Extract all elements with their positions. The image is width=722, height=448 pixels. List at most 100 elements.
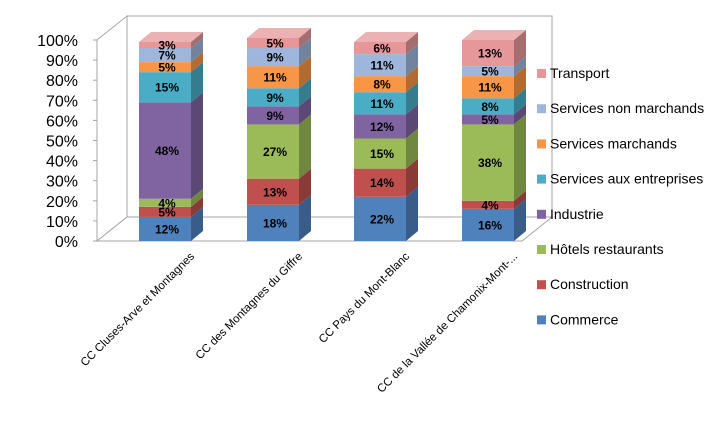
bar-top: [354, 32, 418, 43]
bar-front: [247, 124, 299, 179]
bar-side: [191, 196, 203, 217]
bar-segment: 13%: [247, 168, 311, 205]
y-tick-label: 30%: [46, 174, 78, 191]
bar-front: [354, 138, 406, 169]
bar-stack: 18%13%27%9%9%11%9%5%: [247, 27, 311, 241]
data-label: 9%: [266, 51, 284, 65]
data-label: 11%: [370, 97, 394, 111]
legend-swatch: [537, 315, 546, 325]
bar-front: [354, 76, 406, 93]
data-label: 12%: [370, 120, 394, 134]
bar-side: [191, 38, 203, 63]
bar-side: [406, 66, 418, 93]
data-label: 11%: [478, 81, 502, 95]
data-label: 15%: [155, 81, 179, 95]
y-tick-label: 80%: [46, 73, 78, 90]
bar-segment: 8%: [354, 66, 418, 93]
legend-item: Services marchands: [537, 135, 677, 151]
bar-segment: 5%: [247, 27, 311, 51]
bar-side: [514, 104, 526, 125]
legend-swatch: [537, 69, 546, 78]
bar-segment: 3%: [139, 32, 203, 53]
bar-side: [406, 186, 418, 241]
bar-front: [139, 62, 191, 73]
data-label: 13%: [478, 47, 502, 61]
legend-item: Transport: [537, 65, 610, 81]
bar-front: [247, 66, 299, 89]
bar-side: [514, 88, 526, 115]
bar-stack: 12%5%4%48%15%5%7%3%: [139, 32, 203, 241]
bar-side: [191, 32, 203, 49]
bar-segment: 6%: [354, 32, 418, 56]
legend-label: Services aux entreprises: [550, 171, 703, 187]
bar-side: [514, 198, 526, 241]
bar-front: [462, 98, 514, 115]
bar-segment: 15%: [139, 62, 203, 103]
bar-segment: 11%: [247, 56, 311, 89]
bar-side: [406, 158, 418, 197]
legend-label: Transport: [550, 65, 610, 81]
data-label: 15%: [370, 147, 394, 161]
legend-item: Commerce: [537, 311, 619, 327]
bar-segment: 14%: [354, 158, 418, 197]
bar-segment: 12%: [354, 104, 418, 139]
bar-side: [406, 32, 418, 55]
data-label: 16%: [478, 218, 502, 232]
bar-front: [354, 196, 406, 241]
side-wall: [96, 14, 128, 243]
bar-side: [299, 27, 311, 49]
bar-segment: 22%: [354, 186, 418, 241]
legend-swatch: [537, 209, 546, 219]
bar-segment: 9%: [247, 96, 311, 125]
data-label: 9%: [266, 91, 284, 105]
bar-segment: 5%: [462, 104, 526, 127]
data-label: 7%: [158, 49, 176, 63]
bar-segment: 4%: [462, 190, 526, 212]
bar-side: [299, 96, 311, 125]
data-label: 5%: [158, 61, 176, 75]
bar-segment: 5%: [462, 56, 526, 79]
data-label: 22%: [370, 212, 394, 226]
bar-front: [354, 54, 406, 77]
bar-side: [191, 92, 203, 199]
y-tick-label: 50%: [46, 134, 78, 151]
bar-front: [462, 200, 514, 209]
bar-front: [462, 40, 514, 67]
x-category-label: CC Cluses-Arve et Montagnes: [79, 250, 197, 368]
bar-side: [514, 190, 526, 209]
legend-item: Hôtels restaurants: [537, 241, 664, 257]
data-label: 11%: [263, 71, 287, 85]
legend-item: Services non marchands: [537, 100, 704, 116]
bar-stack: 22% 14% 15% 12% 11% 8% 11% 6%: [354, 32, 418, 241]
bar-front: [247, 88, 299, 107]
data-label: 27%: [263, 145, 287, 159]
bar-segment: 7%: [139, 38, 203, 63]
bar-front: [354, 114, 406, 139]
bar-side: [299, 56, 311, 89]
bar-front: [139, 48, 191, 63]
data-label: 4%: [481, 198, 499, 212]
legend-swatch: [537, 104, 546, 114]
x-category-label: CC Pays du Mont-Blanc: [317, 250, 412, 345]
bar-front: [247, 204, 299, 241]
bar-front: [462, 76, 514, 99]
bar-front: [139, 206, 191, 217]
bar-segment: 5%: [139, 196, 203, 219]
bar-segment: 11%: [462, 66, 526, 99]
bar-front: [354, 42, 406, 55]
legend-label: Services non marchands: [550, 100, 704, 116]
data-label: 8%: [373, 78, 391, 92]
bar-side: [191, 62, 203, 103]
y-tick-label: 60%: [46, 113, 78, 130]
data-label: 5%: [481, 65, 499, 79]
data-label: 4%: [158, 196, 176, 210]
legend-label: Construction: [550, 276, 629, 292]
data-label: 9%: [266, 109, 284, 123]
bar-front: [462, 124, 514, 201]
bar-side: [406, 128, 418, 169]
bar-front: [139, 216, 191, 241]
bar-side: [191, 188, 203, 207]
bar-segment: 18%: [247, 194, 311, 241]
bar-top: [247, 27, 311, 38]
